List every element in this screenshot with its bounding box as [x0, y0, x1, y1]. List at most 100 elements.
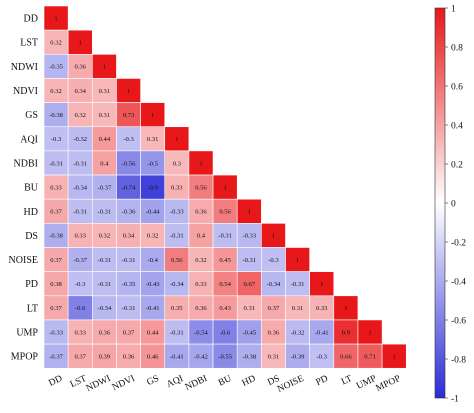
cell-value-label: -0.32: [73, 136, 87, 143]
cell-value-label: -0.37: [73, 257, 87, 264]
cell-value-label: 1: [248, 209, 251, 216]
y-tick-label: LT: [27, 303, 38, 314]
heatmap-cell: [333, 319, 359, 345]
heatmap-cell: [236, 223, 262, 248]
colorbar-tick-label: 0.2: [451, 160, 463, 170]
cell-value-label: -0.43: [146, 281, 160, 288]
cell-value-label: 0.33: [195, 281, 207, 288]
cell-value-label: 0.44: [99, 136, 111, 143]
y-tick-label: GS: [25, 110, 38, 121]
x-tick-label: GS: [146, 374, 161, 388]
heatmap-cell: [67, 223, 93, 248]
cell-value-label: -0.38: [49, 233, 63, 240]
cell-value-label: -0.74: [122, 184, 136, 191]
cell-value-label: -0.31: [122, 257, 136, 264]
cell-value-label: 1: [79, 40, 82, 47]
y-tick-label: NDBI: [14, 158, 38, 169]
heatmap-cell: [285, 343, 310, 369]
heatmap-cell: [43, 174, 69, 200]
colorbar-tick-label: 0.4: [451, 121, 463, 131]
x-tick-label: DS: [266, 374, 281, 388]
heatmap-cell: [285, 319, 310, 345]
heatmap-cell: [92, 295, 117, 321]
cell-value-label: 0.56: [171, 257, 183, 264]
cell-value-label: -0.56: [122, 160, 136, 167]
heatmap-cell: [164, 247, 190, 272]
cell-value-label: -0.31: [98, 257, 112, 264]
heatmap-cell: [188, 295, 214, 321]
cell-value-label: -0.31: [170, 329, 184, 336]
heatmap-cell: [116, 126, 141, 152]
colorbar: 1 0.8 0.6 0.4 0.2 0 -0.2 -0.4 -0.6 -0.8 -1: [434, 4, 466, 404]
cell-value-label: 1: [151, 112, 154, 119]
cell-value-label: -0.3: [51, 136, 62, 143]
cell-value-label: -0.31: [122, 305, 136, 312]
x-tick-label: MPOP: [375, 374, 403, 394]
cell-value-label: -0.6: [220, 329, 231, 336]
cell-value-label: 0.39: [99, 353, 111, 360]
heatmap-cell: [116, 271, 141, 297]
cell-value-label: -0.55: [218, 353, 232, 360]
y-tick-label: UMP: [16, 328, 38, 339]
heatmap-cell: [116, 343, 141, 369]
cell-value-label: 1: [296, 257, 299, 264]
colorbar-tick-label: -0.2: [451, 238, 466, 248]
cell-value-label: 0.9: [342, 329, 351, 336]
colorbar-tick-label: 1: [451, 4, 456, 14]
heatmap-cell: [164, 150, 190, 176]
heatmap-cell: [285, 295, 310, 321]
heatmap-cell: [140, 295, 166, 321]
x-tick-label: NDBI: [184, 374, 209, 393]
cell-value-label: 0.36: [268, 329, 280, 336]
heatmap-cell: [43, 271, 69, 297]
heatmap-cell: [212, 271, 238, 297]
heatmap-cell: [116, 102, 141, 128]
cell-value-label: -0.35: [122, 281, 136, 288]
x-tick-label: NOISE: [276, 374, 306, 395]
y-tick-label: MPOP: [11, 352, 39, 363]
heatmap-cell: [188, 319, 214, 345]
cell-value-label: -0.31: [170, 233, 184, 240]
heatmap-cell: [309, 271, 335, 297]
cell-value-label: 0.45: [219, 257, 231, 264]
heatmap-cell: [140, 319, 166, 345]
cell-value-label: -0.31: [218, 233, 232, 240]
x-tick-label: HD: [241, 374, 258, 389]
heatmap-cell: [164, 271, 190, 297]
cell-value-label: 0.33: [171, 184, 183, 191]
cell-value-label: -0.54: [194, 329, 208, 336]
cell-value-label: 0.37: [50, 209, 62, 216]
cell-value-label: -0.31: [73, 160, 87, 167]
heatmap-cell: [116, 295, 141, 321]
cell-value-label: 0.37: [50, 305, 62, 312]
cell-value-label: -0.3: [123, 136, 134, 143]
y-tick-label: DD: [24, 14, 38, 25]
heatmap-cell: [43, 223, 69, 248]
cell-value-label: 0.66: [340, 353, 352, 360]
colorbar-tick-label: -0.8: [451, 355, 466, 365]
heatmap-cell: [67, 150, 93, 176]
cell-value-label: 0.37: [74, 353, 86, 360]
heatmap-cell: [67, 271, 93, 297]
heatmap-cell: [236, 319, 262, 345]
cell-value-label: -0.36: [122, 209, 136, 216]
cell-value-label: -0.38: [49, 112, 63, 119]
cell-value-label: 0.31: [99, 112, 111, 119]
cell-value-label: 1: [344, 305, 347, 312]
heatmap-cell: [43, 295, 69, 321]
heatmap-cell: [212, 223, 238, 248]
heatmap-cell: [236, 198, 262, 224]
heatmap-cell: [236, 271, 262, 297]
cell-value-label: 0.32: [147, 233, 159, 240]
cell-value-label: -0.31: [291, 281, 305, 288]
cell-value-label: 0.4: [100, 160, 109, 167]
heatmap-cell: [164, 343, 190, 369]
heatmap-cell: [43, 198, 69, 224]
heatmap-cell: [261, 223, 286, 248]
cell-value-label: 0.35: [171, 305, 183, 312]
colorbar-tick-label: -1: [451, 394, 459, 404]
cell-value-label: 0.33: [74, 329, 86, 336]
cell-value-label: -0.41: [146, 305, 160, 312]
cell-value-label: 0.37: [50, 257, 62, 264]
heatmap-cell: [381, 343, 407, 369]
